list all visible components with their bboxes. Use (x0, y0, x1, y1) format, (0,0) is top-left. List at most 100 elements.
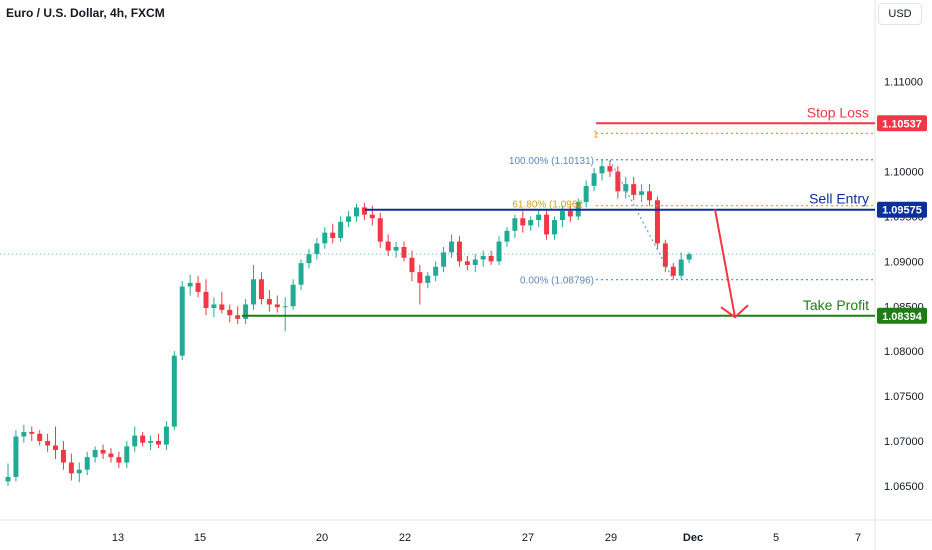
candle-body (496, 241, 502, 262)
sell-entry-label: Sell Entry (809, 191, 869, 207)
candle-body (504, 230, 510, 242)
candle-body (678, 259, 684, 276)
candle-body (456, 241, 462, 262)
candle-body (60, 449, 66, 463)
candle-body (132, 435, 138, 447)
candle-body (591, 173, 597, 186)
candle-body (290, 284, 296, 307)
stop-loss-badge-text: 1.10537 (882, 118, 922, 130)
candle-body (654, 200, 660, 244)
candle-body (148, 440, 154, 443)
candle-body (670, 266, 676, 276)
x-tick-label: Dec (683, 532, 703, 544)
candle-body (353, 207, 359, 217)
candle-body (599, 166, 605, 174)
candle-body (227, 309, 233, 316)
sell-entry-badge-text: 1.09575 (882, 205, 922, 217)
y-tick-label: 1.11000 (884, 77, 923, 89)
candle-body (179, 286, 185, 356)
candle-body (274, 304, 280, 308)
candle-body (266, 299, 272, 305)
candle-body (306, 254, 312, 264)
candle-body (124, 446, 130, 463)
candle-body (155, 440, 161, 445)
candle-body (528, 220, 534, 226)
candle-body (171, 355, 177, 427)
candle-body (662, 243, 668, 267)
candle-body (433, 266, 439, 276)
candle-body (187, 282, 193, 287)
candle-body (235, 315, 241, 319)
candle-body (84, 457, 90, 470)
candle-body (417, 272, 423, 283)
fib-trend-line (609, 159, 674, 280)
y-tick-label: 1.10000 (884, 167, 924, 179)
candle-body (53, 445, 59, 450)
candle-body (686, 254, 692, 260)
candle-body (441, 252, 447, 267)
candle-body (258, 279, 264, 300)
candle-body (449, 241, 455, 253)
x-tick-label: 15 (194, 532, 206, 544)
candle-body (243, 304, 249, 319)
candle-body (251, 279, 257, 305)
x-tick-label: 7 (855, 532, 861, 544)
fib-0-label: 0.00% (1.08796) (520, 276, 594, 287)
candle-body (100, 449, 106, 454)
candle-body (393, 246, 399, 251)
candle-body (369, 214, 375, 219)
candle-body (314, 243, 320, 255)
projection-arrow-head (720, 304, 749, 319)
candle-body (13, 436, 19, 477)
y-tick-label: 1.06500 (884, 481, 924, 493)
candle-body (480, 255, 486, 260)
x-tick-label: 27 (522, 532, 534, 544)
stop-loss-badge (877, 115, 927, 132)
candle-body (551, 220, 557, 235)
candle-body (108, 453, 114, 458)
projection-arrow-shaft (714, 209, 736, 318)
candle-body (512, 218, 518, 231)
candle-body (639, 191, 645, 195)
candle-body (163, 426, 169, 445)
stop-loss-label: Stop Loss (807, 104, 869, 120)
candle-body (5, 476, 11, 482)
candle-body (520, 218, 526, 226)
candle-body (203, 291, 209, 309)
x-tick-label: 13 (112, 532, 124, 544)
candle-body (330, 232, 336, 238)
candle-body (338, 221, 344, 238)
sell-entry-badge (877, 201, 927, 218)
candle-body (361, 207, 367, 215)
y-tick-label: 1.08000 (884, 346, 924, 358)
candle-body (219, 304, 225, 310)
candle-body (29, 431, 35, 434)
candle-body (559, 211, 565, 221)
candle-body (409, 257, 415, 273)
candle-body (425, 275, 431, 283)
take-profit-badge (877, 307, 927, 324)
candle-body (92, 449, 98, 458)
candle-body (282, 306, 288, 308)
x-tick-label: 5 (773, 532, 779, 544)
x-tick-label: 29 (605, 532, 617, 544)
fib-1-label: 1 (593, 129, 599, 140)
y-tick-label: 1.07500 (884, 391, 924, 403)
fib-100-label: 100.00% (1.10131) (509, 156, 594, 167)
candle-body (140, 435, 146, 443)
candle-body (76, 469, 82, 474)
candle-body (401, 246, 407, 258)
x-tick-label: 20 (316, 532, 328, 544)
candle-body (615, 171, 621, 192)
take-profit-badge-text: 1.08394 (882, 311, 923, 323)
currency-selector[interactable]: USD (878, 3, 922, 25)
candle-body (346, 216, 352, 222)
candle-body (116, 457, 122, 463)
candle-body (583, 185, 589, 203)
symbol-title: Euro / U.S. Dollar, 4h, FXCM (6, 6, 165, 20)
candle-body (536, 214, 542, 221)
candle-body (385, 241, 391, 251)
candle-body (298, 263, 304, 285)
